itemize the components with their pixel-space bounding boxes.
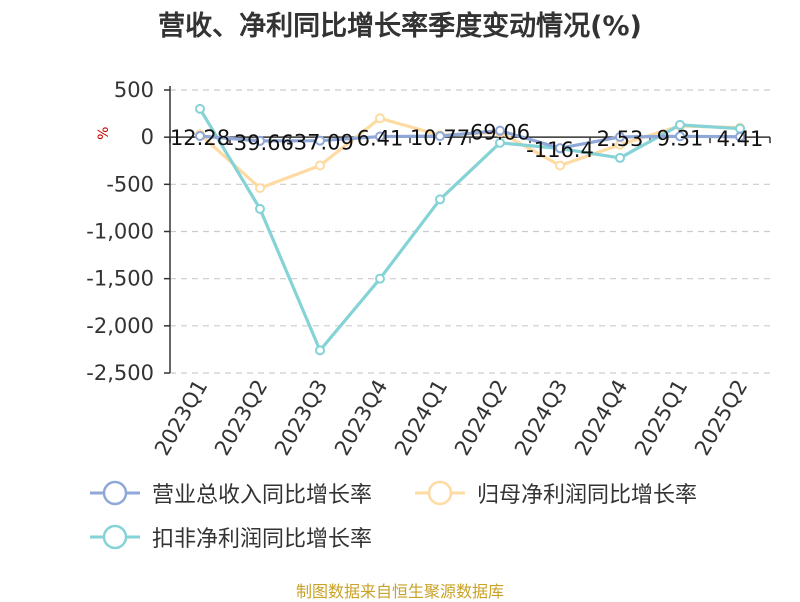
data-point xyxy=(315,160,325,171)
series-line xyxy=(199,129,741,150)
legend-item[interactable]: 营业总收入同比增长率 xyxy=(90,478,372,508)
data-point xyxy=(435,131,445,142)
data-point xyxy=(615,152,625,163)
y-axis-label: % xyxy=(96,127,112,140)
data-label: -116.4 xyxy=(526,138,594,162)
x-tick-label: 2023Q3 xyxy=(270,376,332,460)
data-label: 4.41 xyxy=(717,127,764,151)
x-tick-label: 2024Q4 xyxy=(570,376,632,460)
data-label: 2.53 xyxy=(597,127,644,151)
y-tick-label: -500 xyxy=(106,172,154,196)
x-tick-label: 2024Q1 xyxy=(390,376,452,460)
legend-label: 营业总收入同比增长率 xyxy=(152,483,373,508)
data-point xyxy=(315,135,325,146)
data-point xyxy=(675,119,685,130)
data-point xyxy=(435,194,445,205)
data-point xyxy=(315,345,325,356)
data-label: 9.31 xyxy=(657,126,704,150)
y-tick-label: -2,500 xyxy=(86,361,154,385)
legend-marker-icon xyxy=(415,480,465,506)
y-tick-label: 0 xyxy=(141,125,154,149)
legend-item[interactable]: 扣非净利润同比增长率 xyxy=(90,522,372,552)
y-tick-label: 500 xyxy=(114,78,154,102)
chart-title: 营收、净利同比增长率季度变动情况(%) xyxy=(158,11,642,42)
y-tick-label: -1,500 xyxy=(86,267,154,291)
data-label: 12.28 xyxy=(170,126,230,150)
x-tick-label: 2023Q2 xyxy=(210,376,272,460)
data-point xyxy=(255,135,265,146)
data-label: 6.41 xyxy=(357,127,404,151)
data-labels: 12.28-39.66-37.09 6.41 10.77 69.06-116.4 2.5… xyxy=(170,121,763,162)
data-point xyxy=(495,137,505,148)
x-tick-label: 2024Q2 xyxy=(450,376,512,460)
source-footer: 制图数据来自恒生聚源数据库 xyxy=(295,582,504,601)
data-point xyxy=(555,160,565,171)
y-tick-label: -2,000 xyxy=(86,314,154,338)
x-tick-label: 2025Q2 xyxy=(690,376,752,460)
data-point xyxy=(735,131,745,142)
x-tick-label: 2025Q1 xyxy=(630,376,692,460)
x-tick-label: 2023Q4 xyxy=(330,376,392,460)
legend-label: 扣非净利润同比增长率 xyxy=(152,527,373,552)
legend-item[interactable]: 归母净利润同比增长率 xyxy=(415,478,697,508)
data-point xyxy=(675,131,685,142)
data-label: -37.09 xyxy=(286,131,354,155)
data-point xyxy=(495,125,505,136)
data-label: -39.66 xyxy=(226,131,294,155)
series-lines xyxy=(195,103,745,356)
data-point xyxy=(555,143,565,154)
series-line xyxy=(198,108,741,352)
x-tick-label: 2024Q3 xyxy=(510,376,572,460)
legend-label: 归母净利润同比增长率 xyxy=(477,483,698,508)
data-label: 10.77 xyxy=(410,126,470,150)
legend-marker-icon xyxy=(90,480,140,506)
data-point xyxy=(375,273,385,284)
x-tick-label: 2023Q1 xyxy=(150,376,212,460)
data-point xyxy=(375,131,385,142)
y-tick-label: -1,000 xyxy=(86,220,154,244)
legend-marker-icon xyxy=(90,524,140,550)
data-point xyxy=(195,103,205,114)
data-point xyxy=(615,131,625,142)
data-point xyxy=(195,131,205,142)
data-point xyxy=(375,113,385,124)
data-label: 69.06 xyxy=(470,121,530,145)
data-point xyxy=(255,203,265,214)
data-point xyxy=(255,183,265,194)
